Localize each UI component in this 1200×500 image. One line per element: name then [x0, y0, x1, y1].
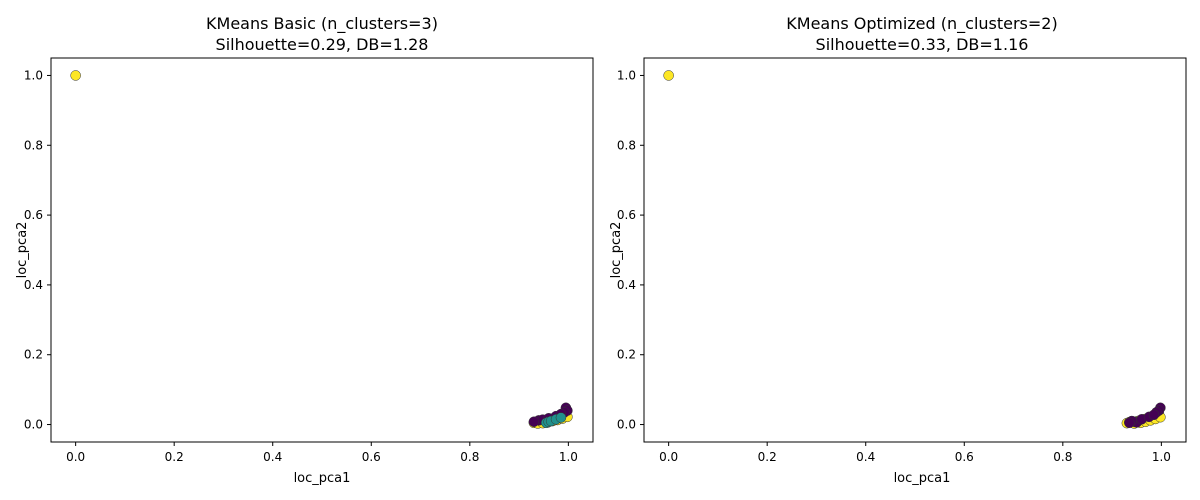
ticks-group: 0.0 0.2 0.4 0.6 0.8 1.0 0.0 0.2 0.4 0.6 0.8 1.0: [617, 68, 1171, 464]
scatter-point-cluster-0: [70, 70, 81, 81]
ticks-group: 0.0 0.2 0.4 0.6 0.8 1.0 0.0 0.2 0.4 0.6 0.8 1.0: [24, 68, 578, 464]
x-tick-label: 0.6: [362, 450, 381, 464]
y-tick-label: 0.6: [24, 208, 43, 222]
y-tick-label: 0.4: [617, 278, 636, 292]
scatter-points: [70, 70, 573, 429]
x-axis-label: loc_pca1: [894, 471, 951, 486]
chart-title-line2: Silhouette=0.33, DB=1.16: [816, 35, 1029, 54]
x-tick-label: 0.2: [165, 450, 184, 464]
plot-frame: [643, 57, 1187, 443]
y-tick-label: 0.2: [617, 348, 636, 362]
chart-title-line1: KMeans Optimized (n_clusters=2): [786, 14, 1057, 34]
chart-panel-kmeans-optimized: KMeans Optimized (n_clusters=2) Silhouet…: [609, 14, 1187, 486]
y-tick-label: 0.4: [24, 278, 43, 292]
y-tick-label: 0.6: [617, 208, 636, 222]
plot-frame: [50, 57, 594, 443]
y-tick-label: 0.0: [24, 418, 43, 432]
chart-panel-kmeans-basic: KMeans Basic (n_clusters=3) Silhouette=0…: [15, 14, 594, 486]
chart-title-line2: Silhouette=0.29, DB=1.28: [216, 35, 429, 54]
y-axis-label: loc_pca2: [15, 222, 30, 279]
x-tick-label: 0.6: [955, 450, 974, 464]
y-axis-label: loc_pca2: [609, 222, 624, 279]
scatter-points: [663, 70, 1166, 429]
x-tick-label: 0.8: [460, 450, 479, 464]
y-tick-label: 0.8: [24, 138, 43, 152]
x-tick-label: 1.0: [1152, 450, 1171, 464]
x-tick-label: 0.8: [1053, 450, 1072, 464]
x-tick-label: 0.4: [856, 450, 875, 464]
scatter-point-cluster-2: [555, 412, 567, 423]
y-tick-label: 1.0: [617, 68, 636, 82]
x-tick-label: 0.0: [659, 450, 678, 464]
x-tick-label: 0.2: [758, 450, 777, 464]
scatter-point-cluster-0: [663, 70, 674, 81]
chart-title-line1: KMeans Basic (n_clusters=3): [206, 14, 438, 34]
y-tick-label: 0.8: [617, 138, 636, 152]
x-tick-label: 0.0: [66, 450, 85, 464]
x-tick-label: 0.4: [263, 450, 282, 464]
y-tick-label: 1.0: [24, 68, 43, 82]
x-tick-label: 1.0: [559, 450, 578, 464]
y-tick-label: 0.2: [24, 348, 43, 362]
scatter-point-cluster-1: [528, 416, 540, 428]
x-axis-label: loc_pca1: [294, 471, 351, 486]
y-tick-label: 0.0: [617, 418, 636, 432]
scatter-point-cluster-1: [1124, 417, 1135, 429]
scatter-point-cluster-1: [1148, 409, 1160, 421]
